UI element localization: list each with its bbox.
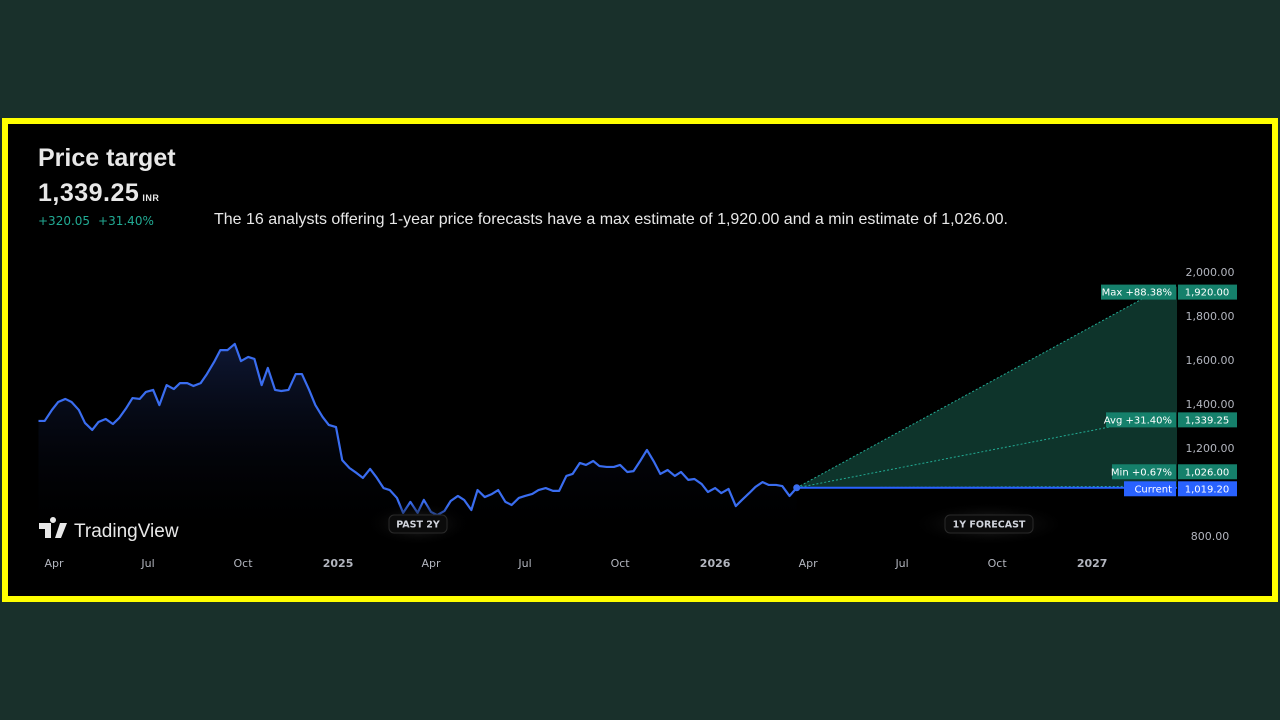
change-percent: +31.40% — [98, 214, 154, 228]
avg-value-box — [1178, 412, 1237, 428]
current-label-box — [1124, 481, 1176, 497]
change-absolute: +320.05 — [38, 214, 91, 228]
y-axis-tick-label: 1,600.00 — [1186, 354, 1235, 367]
x-axis-tick-label: Oct — [234, 557, 254, 570]
currency-label: INR — [142, 193, 160, 203]
y-axis-tick-label: 1,400.00 — [1186, 398, 1235, 411]
y-axis-tick-label: 2,000.00 — [1186, 266, 1235, 279]
past-2y-pill-label: PAST 2Y — [396, 520, 440, 531]
target-price-value: 1,339.25 — [38, 179, 140, 207]
min-label: Min +0.67% — [1111, 467, 1172, 478]
analyst-summary: The 16 analysts offering 1-year price fo… — [214, 211, 1008, 228]
tradingview-logo-text: TradingView — [74, 521, 179, 542]
max-label-box — [1101, 284, 1176, 300]
price-target-widget: Price target 1,339.25 INR +320.05 +31.40% … — [2, 118, 1278, 602]
price-change: +320.05 +31.40% — [38, 214, 162, 228]
y-axis-tick-label: 800.00 — [1191, 530, 1230, 543]
widget-title: Price target — [38, 144, 176, 172]
min-value: 1,026.00 — [1185, 467, 1230, 478]
min-value-box — [1178, 464, 1237, 480]
max-value: 1,920.00 — [1185, 288, 1230, 299]
current-label: Current — [1134, 484, 1172, 495]
x-axis-tick-label: Jul — [517, 557, 531, 570]
y-axis-tick-label: 1,800.00 — [1186, 310, 1235, 323]
forecast-range-area — [796, 286, 1177, 488]
forecast-1y-pill — [944, 514, 1034, 534]
forecast-max-line — [796, 289, 1160, 489]
avg-label: Avg +31.40% — [1104, 415, 1172, 426]
x-axis-tick-label: Oct — [988, 557, 1008, 570]
y-axis-tick-label: 1,200.00 — [1186, 442, 1235, 455]
history-area — [38, 343, 797, 540]
forecast-1y-pill-label: 1Y FORECAST — [953, 520, 1026, 531]
x-axis-tick-label: Apr — [44, 557, 64, 570]
x-axis-tick-label: 2025 — [323, 557, 354, 570]
current-value: 1,019.20 — [1185, 484, 1230, 495]
max-value-box — [1178, 284, 1237, 300]
current-value-box — [1178, 481, 1237, 497]
min-label-box — [1112, 464, 1176, 480]
x-axis-tick-label: Apr — [422, 557, 442, 570]
target-price: 1,339.25 INR — [38, 179, 159, 208]
avg-label-box — [1106, 412, 1176, 428]
x-axis-tick-label: Apr — [799, 557, 819, 570]
avg-value: 1,339.25 — [1185, 415, 1230, 426]
x-axis-tick-label: Jul — [140, 557, 154, 570]
current-price-dot — [793, 484, 801, 492]
x-axis-tick-label: Jul — [894, 557, 908, 570]
x-axis-tick-label: Oct — [611, 557, 631, 570]
x-axis-tick-label: 2026 — [700, 557, 731, 570]
x-axis-tick-label: 2027 — [1077, 557, 1108, 570]
max-label: Max +88.38% — [1102, 288, 1172, 299]
tradingview-logo-icon — [39, 517, 67, 538]
past-2y-pill — [388, 514, 448, 534]
forecast-avg-line — [796, 416, 1160, 489]
